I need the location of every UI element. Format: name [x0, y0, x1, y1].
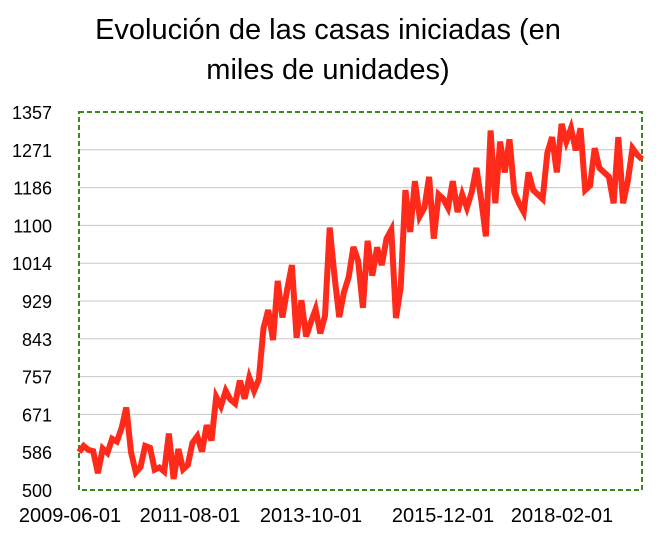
- axis-ticks: 500 586 671 757 843 929 1014 1100 1186 1271 1357 20…: [12, 103, 613, 527]
- y-tick-label: 671: [22, 405, 52, 425]
- series-line: [76, 117, 645, 480]
- chart-title: Evolución de las casas iniciadas (en mil…: [0, 10, 656, 90]
- y-tick-label: 843: [22, 330, 52, 350]
- gridlines: [79, 149, 642, 453]
- y-tick-label: 929: [22, 292, 52, 312]
- chart-title-line-1: Evolución de las casas iniciadas (en: [95, 14, 561, 46]
- chart-title-line-2: miles de unidades): [206, 54, 450, 86]
- y-tick-label: 1100: [13, 216, 52, 236]
- x-tick-label: 2013-10-01: [260, 505, 362, 527]
- x-tick-label: 2009-06-01: [19, 505, 121, 527]
- y-tick-label: 586: [22, 443, 52, 463]
- x-tick-label: 2011-08-01: [140, 505, 241, 527]
- y-tick-label: 500: [22, 481, 52, 501]
- x-tick-label: 2015-12-01: [392, 505, 494, 527]
- plot-frame: [78, 111, 643, 491]
- y-tick-label: 757: [22, 368, 52, 388]
- y-tick-label: 1014: [12, 254, 52, 274]
- y-tick-label: 1186: [13, 179, 52, 199]
- x-tick-label: 2018-02-01: [511, 505, 613, 527]
- y-tick-label: 1357: [12, 103, 52, 123]
- y-tick-label: 1271: [12, 141, 52, 161]
